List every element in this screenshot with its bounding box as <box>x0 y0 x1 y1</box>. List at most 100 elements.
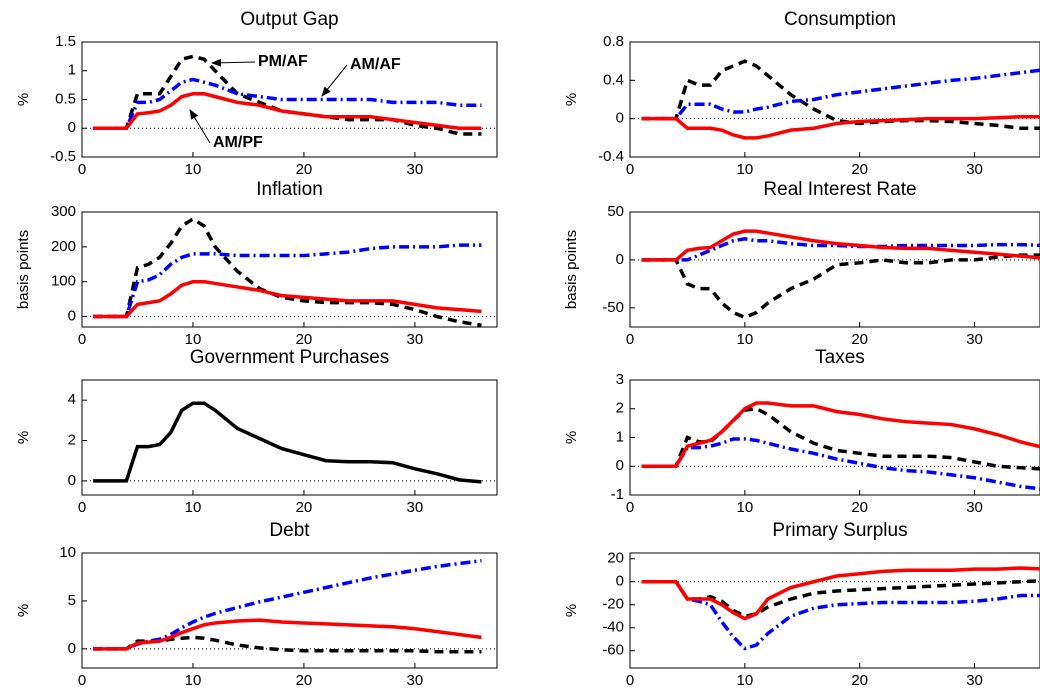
y-tick-label: 0 <box>616 573 624 590</box>
plot-area <box>81 379 498 496</box>
y-tick-label: -60 <box>602 642 624 659</box>
series-line <box>93 279 482 319</box>
x-tick-label: 10 <box>185 499 202 516</box>
y-tick-label: -20 <box>602 596 624 613</box>
x-tick-label: 0 <box>626 331 634 348</box>
annotation: AM/PF <box>213 134 263 151</box>
series-line <box>641 566 1040 621</box>
x-tick-label: 0 <box>78 672 86 689</box>
x-tick-label: 0 <box>626 499 634 516</box>
x-tick-label: 30 <box>966 499 983 516</box>
x-tick-label: 30 <box>407 499 424 516</box>
y-tick-label: 5 <box>68 592 76 609</box>
y-tick-label: 1 <box>68 62 76 79</box>
y-tick-label: -0.5 <box>50 148 76 165</box>
y-tick-label: 20 <box>607 550 624 567</box>
y-axis-label: % <box>15 93 32 106</box>
series-line <box>641 68 1040 121</box>
subplot-title: Government Purchases <box>190 347 390 368</box>
series-line <box>641 253 1040 320</box>
y-tick-label: 0.5 <box>55 90 76 107</box>
y-tick-label: 3 <box>616 371 624 388</box>
y-tick-label: -1 <box>611 486 624 503</box>
y-axis-label: % <box>563 604 580 617</box>
y-tick-label: -40 <box>602 619 624 636</box>
subplot-title: Inflation <box>256 179 323 200</box>
x-tick-label: 20 <box>296 161 313 178</box>
y-tick-label: 0 <box>68 119 76 136</box>
y-tick-label: 0 <box>616 251 624 268</box>
x-tick-label: 0 <box>78 161 86 178</box>
x-tick-label: 10 <box>737 331 754 348</box>
x-tick-label: 0 <box>626 161 634 178</box>
subplot-title: Consumption <box>784 9 896 30</box>
y-axis-label: % <box>15 604 32 617</box>
series-line <box>93 92 482 130</box>
subplot-title: Taxes <box>815 347 865 368</box>
subplot-title: Debt <box>269 520 310 541</box>
subplot-title: Output Gap <box>240 9 338 30</box>
y-tick-label: -0.4 <box>598 148 624 165</box>
series-line <box>641 229 1040 262</box>
plot-area <box>629 41 1040 158</box>
y-tick-label: 0 <box>68 308 76 325</box>
series-line <box>641 59 1040 130</box>
series-line <box>641 437 1040 491</box>
subplot-title: Real Interest Rate <box>763 179 916 200</box>
x-tick-label: 30 <box>407 672 424 689</box>
y-tick-label: 10 <box>59 544 76 561</box>
y-tick-label: 1.5 <box>55 33 76 50</box>
subplot: Real Interest Rate basis points 0 10 20 30 -50… <box>563 179 1040 348</box>
y-axis-label: % <box>563 431 580 444</box>
series-line <box>641 115 1040 140</box>
y-tick-label: 1 <box>616 428 624 445</box>
plot-area <box>629 379 1040 496</box>
plot-area <box>629 211 1040 328</box>
y-axis-label: basis points <box>563 230 580 309</box>
y-axis-label: % <box>15 431 32 444</box>
x-tick-label: 10 <box>185 672 202 689</box>
series-line <box>93 216 482 327</box>
x-tick-label: 30 <box>966 161 983 178</box>
y-tick-label: 0.4 <box>603 71 624 88</box>
subplot-title: Primary Surplus <box>772 520 907 541</box>
y-tick-label: 300 <box>51 203 76 220</box>
x-tick-label: 20 <box>296 499 313 516</box>
x-tick-label: 10 <box>185 331 202 348</box>
plot-area <box>81 211 498 328</box>
series-line <box>93 618 482 651</box>
y-tick-label: 0 <box>616 110 624 127</box>
annotation: PM/AF <box>258 53 308 70</box>
x-tick-label: 30 <box>407 331 424 348</box>
subplot: Primary Surplus% 0 10 20 30 -60 -40 -20 0 20 <box>563 520 1040 689</box>
x-tick-label: 30 <box>407 161 424 178</box>
x-tick-label: 30 <box>966 331 983 348</box>
y-tick-label: 4 <box>68 391 76 408</box>
x-tick-label: 10 <box>737 672 754 689</box>
y-tick-label: 0.8 <box>603 33 624 50</box>
x-tick-label: 0 <box>78 499 86 516</box>
x-tick-label: 20 <box>296 331 313 348</box>
series-line <box>93 243 482 319</box>
y-tick-label: 200 <box>51 238 76 255</box>
x-tick-label: 20 <box>851 331 868 348</box>
series-line <box>93 635 482 654</box>
x-tick-label: 10 <box>737 161 754 178</box>
subplot: Government Purchases% 0 10 20 30 0 2 4 <box>15 347 498 516</box>
x-tick-label: 20 <box>851 672 868 689</box>
x-tick-label: 0 <box>626 672 634 689</box>
y-axis-label: basis points <box>15 230 32 309</box>
y-axis-label: % <box>563 93 580 106</box>
y-tick-label: 2 <box>68 431 76 448</box>
x-tick-label: 0 <box>78 331 86 348</box>
x-tick-label: 30 <box>966 672 983 689</box>
annotation-arrow <box>321 64 348 97</box>
annotation: AM/AF <box>350 56 401 73</box>
x-tick-label: 20 <box>851 499 868 516</box>
x-tick-label: 10 <box>737 499 754 516</box>
annotation-arrow <box>211 58 256 67</box>
